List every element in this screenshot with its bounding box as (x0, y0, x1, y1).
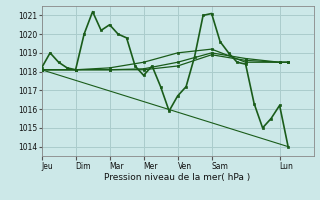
X-axis label: Pression niveau de la mer( hPa ): Pression niveau de la mer( hPa ) (104, 173, 251, 182)
